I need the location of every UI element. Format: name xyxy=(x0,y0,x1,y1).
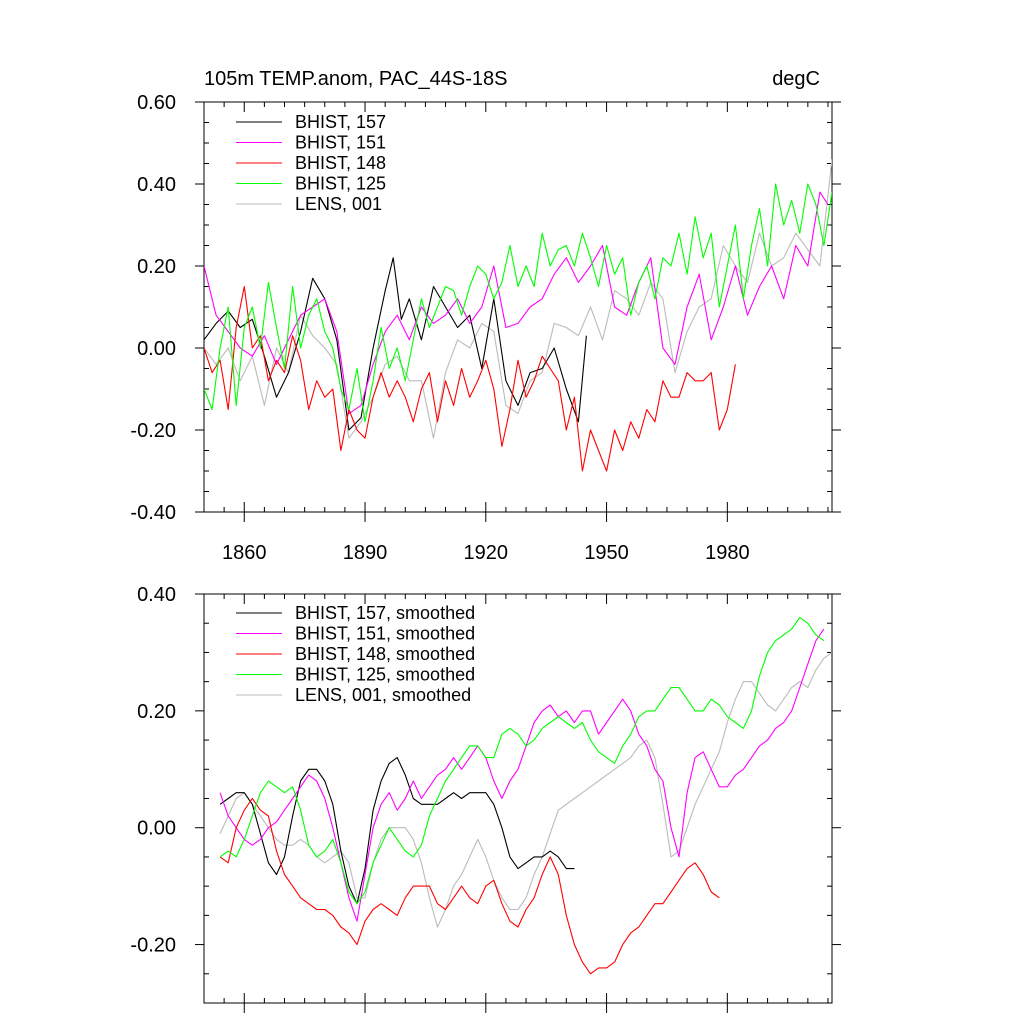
x-tick-label: 1920 xyxy=(464,542,509,564)
panel-top: 105m TEMP.anom, PAC_44S-18S degC 1860 189… xyxy=(130,68,841,564)
legend-label: BHIST, 125, smoothed xyxy=(295,665,475,685)
legend-label: BHIST, 151 xyxy=(295,133,386,153)
x-tick-label: 1890 xyxy=(343,542,388,564)
series-line xyxy=(219,616,825,905)
legend-label: BHIST, 157 xyxy=(295,112,386,132)
chart-title: 105m TEMP.anom, PAC_44S-18S xyxy=(204,68,508,90)
x-tick-label: 1950 xyxy=(584,542,629,564)
y-tick-label: 0.60 xyxy=(137,92,176,114)
y-tick-label: 0.00 xyxy=(137,818,176,840)
legend-label: LENS, 001 xyxy=(295,194,382,214)
x-tick-label: 1980 xyxy=(705,542,750,564)
series-line xyxy=(204,159,832,439)
y-tick-label: -0.20 xyxy=(130,420,176,442)
series-line xyxy=(219,628,825,922)
y-tick-label: 0.20 xyxy=(137,256,176,278)
y-tick-label: 0.20 xyxy=(137,701,176,723)
legend-label: BHIST, 151, smoothed xyxy=(295,624,475,644)
series-line xyxy=(219,757,575,905)
y-tick-label: -0.40 xyxy=(130,502,176,524)
series-line xyxy=(204,285,736,472)
series-line xyxy=(204,183,832,423)
y-tick-label: 0.00 xyxy=(137,338,176,360)
legend-label: BHIST, 125 xyxy=(295,174,386,194)
series-line xyxy=(219,651,832,928)
units-label: degC xyxy=(772,68,820,90)
y-tick-label: 0.40 xyxy=(137,174,176,196)
x-tick-label: 1860 xyxy=(222,542,267,564)
series-line xyxy=(219,797,720,975)
series-line xyxy=(204,191,829,415)
y-tick-label: 0.40 xyxy=(137,584,176,606)
legend-label: BHIST, 148, smoothed xyxy=(295,644,475,664)
y-tick-label: -0.20 xyxy=(130,935,176,957)
legend-label: BHIST, 157, smoothed xyxy=(295,603,475,623)
legend-label: LENS, 001, smoothed xyxy=(295,685,471,705)
legend-label: BHIST, 148 xyxy=(295,153,386,173)
